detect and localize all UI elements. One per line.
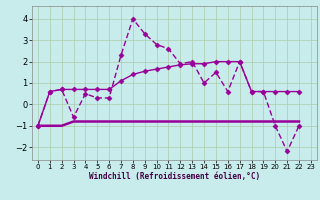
X-axis label: Windchill (Refroidissement éolien,°C): Windchill (Refroidissement éolien,°C) (89, 172, 260, 181)
